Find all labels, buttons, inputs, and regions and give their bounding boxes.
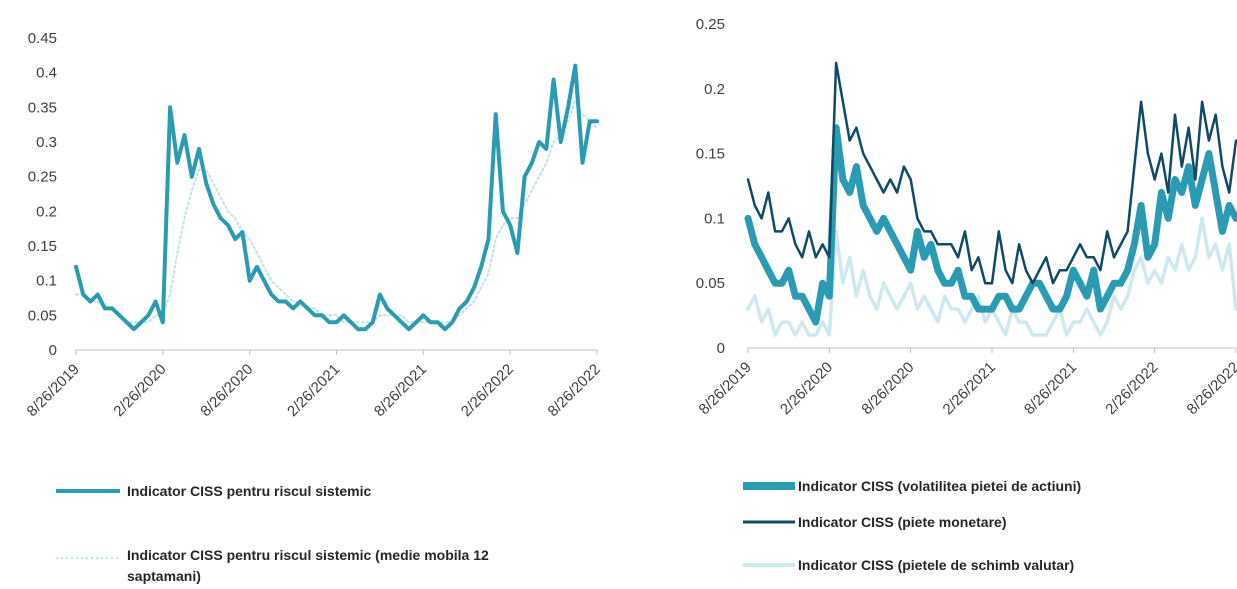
x-tick-label: 8/26/2019 (24, 361, 83, 420)
y-tick-label: 0.05 (696, 275, 725, 292)
x-tick-label: 8/26/2019 (696, 359, 755, 418)
y-tick-label: 0.2 (704, 81, 725, 98)
x-tick-label: 2/26/2021 (284, 361, 343, 420)
y-tick-label: 0.25 (28, 169, 57, 186)
series-line-0-0 (74, 63, 599, 332)
left-chart: 0 0.05 0.1 0.15 0.2 0.25 0.3 0.35 0.4 0.45 8/26/20… (24, 30, 604, 420)
right-chart: 0 0.05 0.1 0.15 0.2 0.25 8/26/2019 2/26/2020 8/2… (696, 16, 1237, 418)
legend-label-fx-markets: Indicator CISS (pietele de schimb valuta… (798, 557, 1074, 573)
y-tick-label: 0 (717, 340, 725, 357)
x-tick-label: 2/26/2021 (940, 359, 999, 418)
x-tick-label: 8/26/2021 (1021, 359, 1080, 418)
left-legend: Indicator CISS pentru riscul sistemic In… (56, 483, 493, 584)
y-tick-label: 0.3 (36, 134, 57, 151)
y-tick-label: 0.45 (28, 30, 57, 47)
y-tick-label: 0.2 (36, 203, 57, 220)
right-legend: Indicator CISS (volatilitea pietei de ac… (743, 478, 1081, 573)
x-tick-label: 8/26/2020 (197, 361, 256, 420)
y-tick-label: 0.1 (704, 210, 725, 227)
y-tick-label: 0.1 (36, 273, 57, 290)
series-line-1-0 (744, 124, 1237, 326)
y-tick-label: 0.15 (28, 238, 57, 255)
x-tick-label: 2/26/2020 (110, 361, 169, 420)
y-tick-label: 0.05 (28, 307, 57, 324)
legend-label-systemic-risk: Indicator CISS pentru riscul sistemic (127, 483, 372, 499)
series-line-1-1 (746, 61, 1237, 285)
x-tick-label: 2/26/2022 (458, 361, 517, 420)
legend-label-equity-volatility: Indicator CISS (volatilitea pietei de ac… (798, 478, 1081, 494)
y-tick-label: 0.15 (696, 146, 725, 163)
y-tick-label: 0 (49, 342, 57, 359)
legend-label-money-markets: Indicator CISS (piete monetare) (798, 514, 1006, 530)
series-line-0-1 (75, 99, 598, 324)
x-tick-label: 2/26/2020 (777, 359, 836, 418)
x-tick-label: 8/26/2021 (371, 361, 430, 420)
x-tick-label: 2/26/2022 (1102, 359, 1161, 418)
y-tick-label: 0.25 (696, 16, 725, 33)
y-tick-label: 0.35 (28, 99, 57, 116)
x-tick-label: 8/26/2020 (858, 359, 917, 418)
y-tick-label: 0.4 (36, 65, 57, 82)
legend-label-systemic-risk-ma: Indicator CISS pentru riscul sistemic (m… (127, 547, 493, 584)
x-tick-label: 8/26/2022 (545, 361, 604, 420)
x-tick-label: 8/26/2022 (1184, 359, 1237, 418)
